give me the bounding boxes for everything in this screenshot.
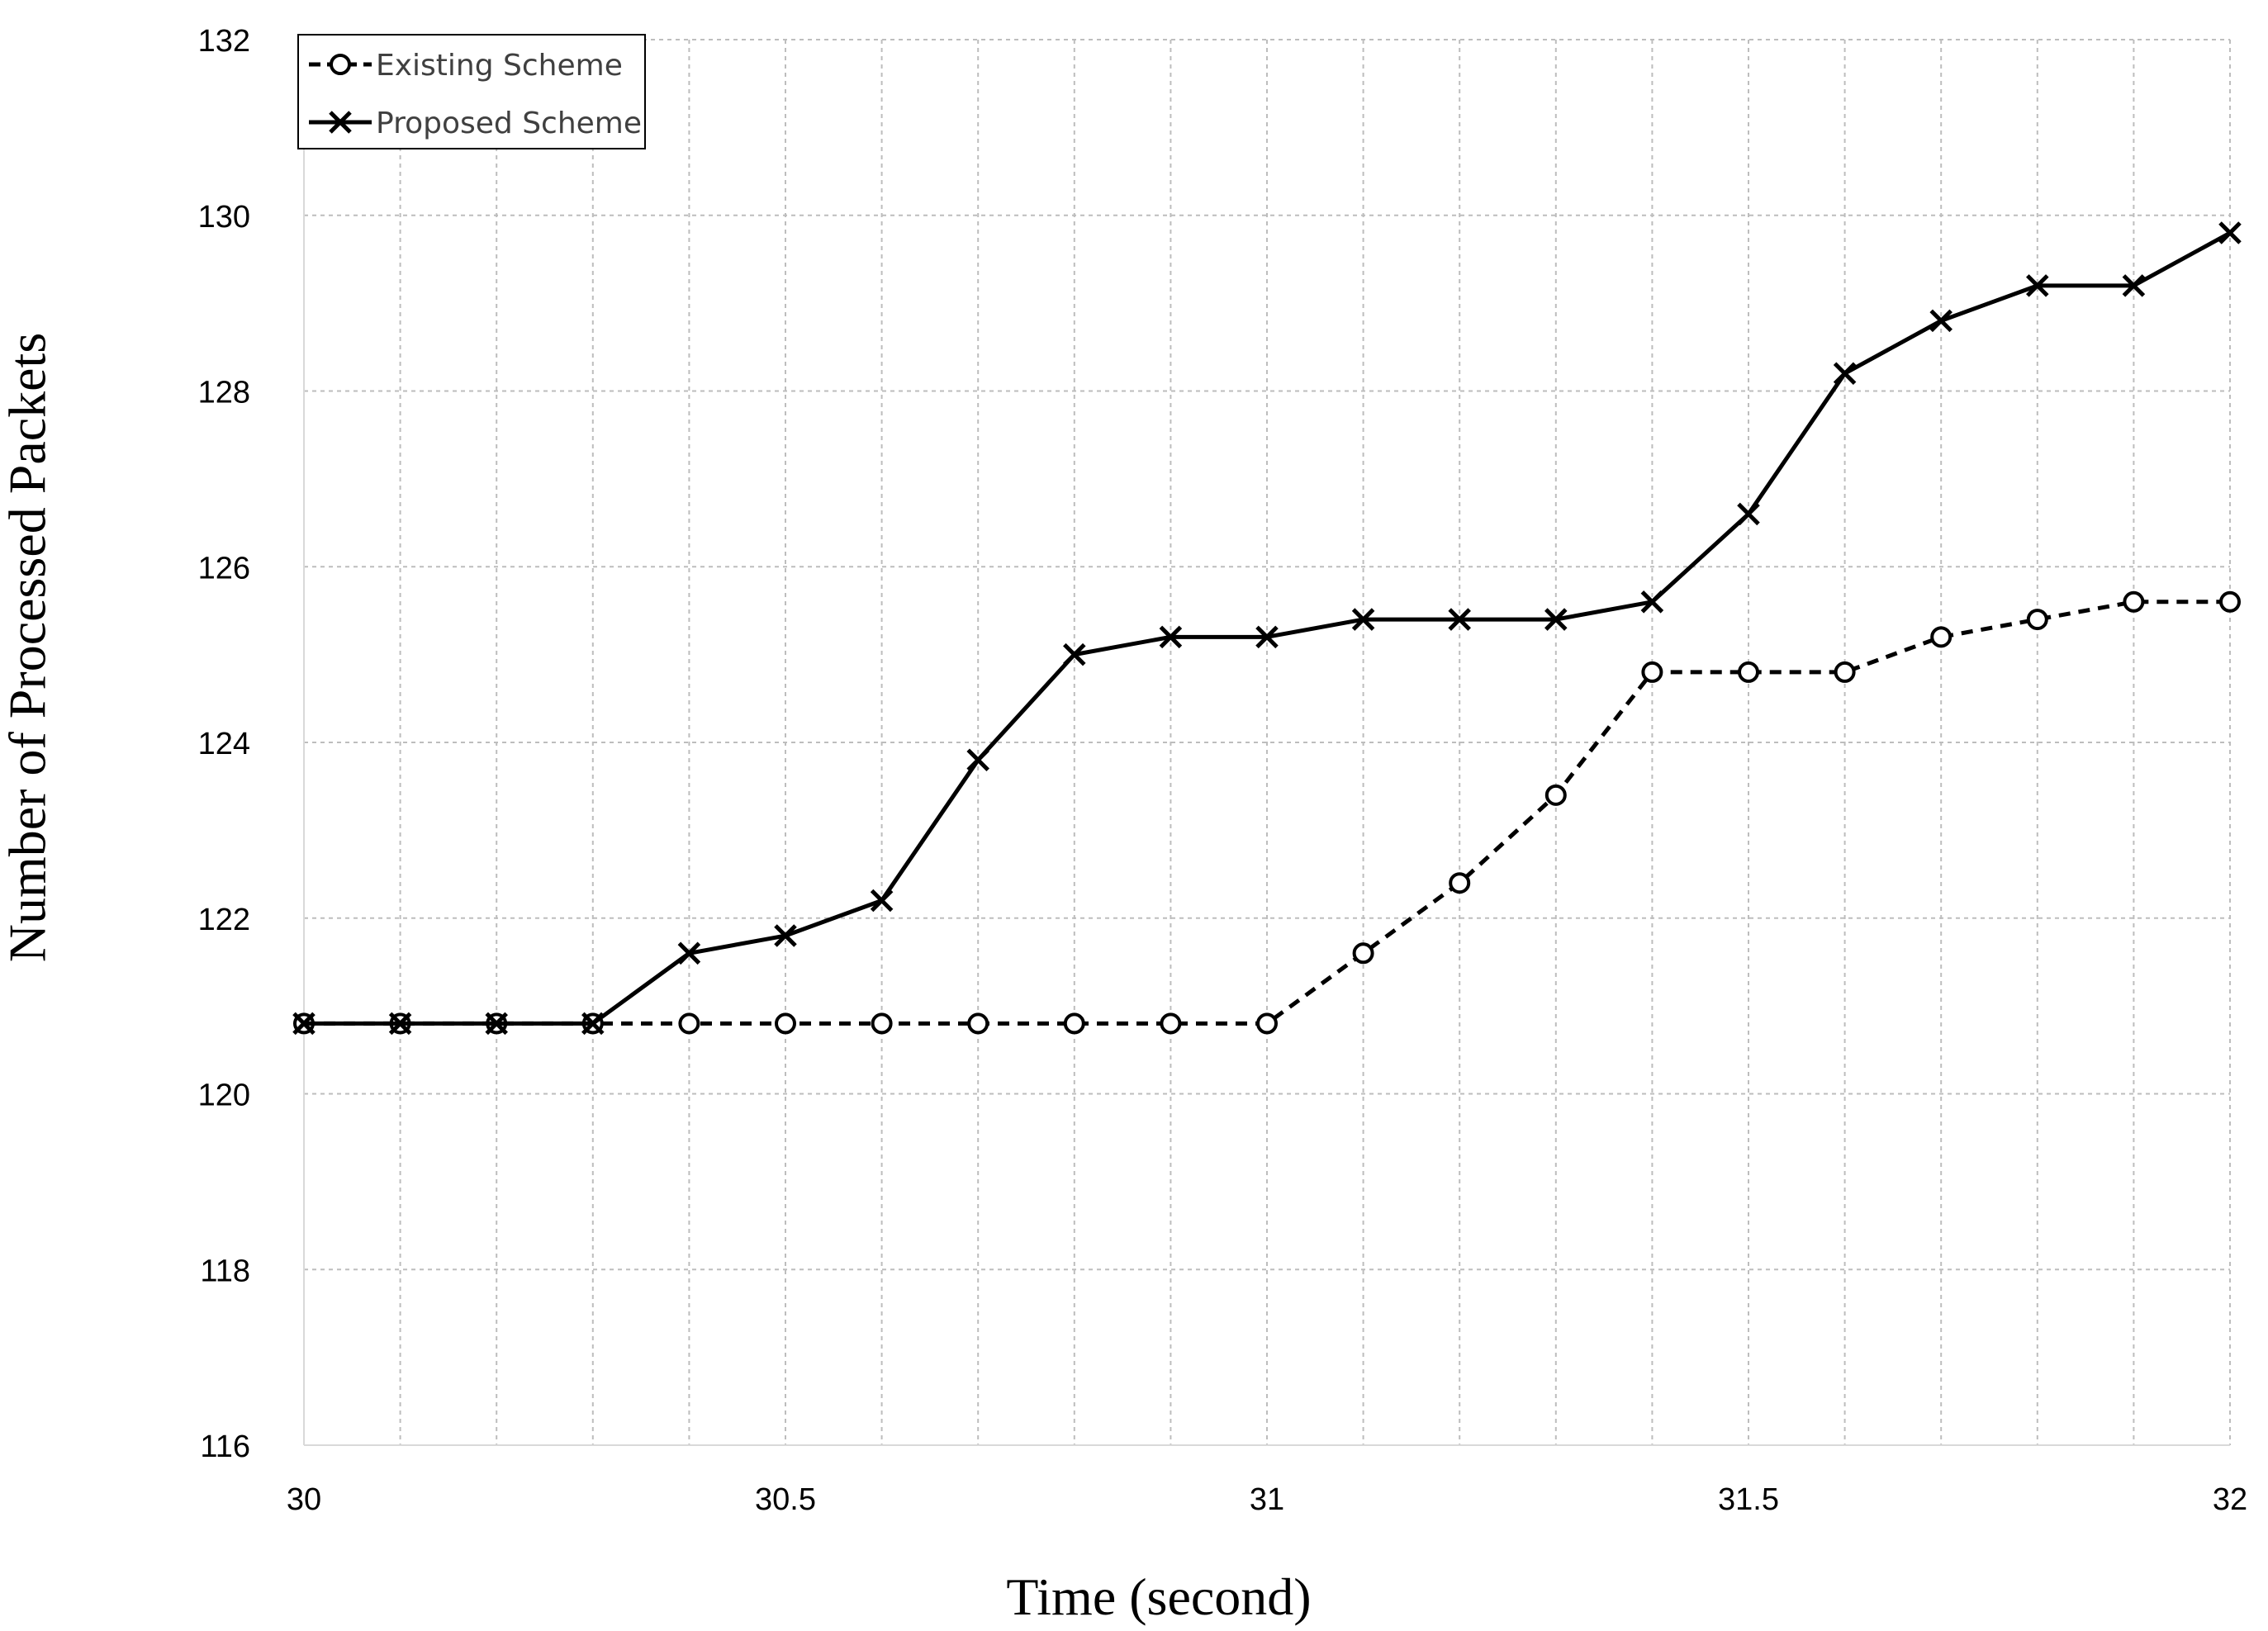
y-tick-label: 124 (198, 727, 250, 761)
x-tick-label: 31 (1250, 1482, 1284, 1517)
x-marker-stroke (1448, 608, 1471, 631)
y-tick-label: 120 (198, 1079, 250, 1113)
x-marker-stroke (388, 1012, 412, 1036)
circle-marker (967, 1012, 989, 1035)
grid (304, 39, 2231, 1445)
x-tick-label: 30.5 (755, 1482, 816, 1517)
x-marker-stroke (329, 111, 352, 134)
x-marker (2122, 274, 2146, 297)
x-marker (1737, 502, 1760, 526)
x-marker (1448, 608, 1471, 631)
x-marker (485, 1012, 508, 1036)
x-marker-stroke (1159, 625, 1183, 649)
axes (303, 40, 2230, 1446)
x-axis-title: Time (second) (1006, 1567, 1311, 1626)
x-marker-stroke (966, 748, 989, 772)
x-marker-stroke (1063, 642, 1086, 666)
legend-box (297, 34, 646, 149)
x-marker-stroke (1640, 590, 1664, 614)
x-marker-stroke (2026, 274, 2049, 297)
circle-marker (1641, 661, 1663, 683)
circle-marker (1160, 1012, 1182, 1035)
x-marker-stroke (1929, 309, 1952, 333)
x-marker (388, 1012, 412, 1036)
x-marker (1351, 608, 1375, 631)
x-marker-stroke (1351, 608, 1375, 631)
x-marker (1929, 309, 1952, 333)
circle-marker (2026, 609, 2048, 631)
legend-label: Proposed Scheme (376, 107, 642, 140)
x-marker (1063, 642, 1086, 666)
x-marker (774, 924, 797, 947)
circle-marker (1834, 661, 1856, 683)
tick-labels: 116 118 120 122 124 126 128 130 132 30 30.5 31 31.5 3… (198, 24, 2248, 1517)
x-marker-stroke (485, 1012, 508, 1036)
x-marker-stroke (1833, 362, 1857, 385)
x-marker (581, 1012, 605, 1036)
y-tick-label: 126 (198, 551, 250, 586)
circle-marker (1256, 1012, 1278, 1035)
y-tick-label: 122 (198, 903, 250, 937)
x-marker (1833, 362, 1857, 385)
x-marker-stroke (1255, 625, 1279, 649)
x-marker (2026, 274, 2049, 297)
x-marker (1544, 608, 1568, 631)
x-marker-stroke (1544, 608, 1568, 631)
legend-item-existing-scheme: Existing Scheme (309, 49, 623, 83)
x-marker (329, 111, 352, 134)
y-tick-label: 130 (198, 200, 250, 235)
circle-marker (1738, 661, 1759, 683)
x-marker-stroke (677, 941, 701, 965)
circle-marker (1930, 626, 1952, 648)
x-marker-stroke (774, 924, 797, 947)
x-marker-stroke (2122, 274, 2146, 297)
legend: Existing Scheme Proposed Scheme (297, 34, 646, 149)
legend-label: Existing Scheme (376, 49, 623, 83)
series-proposed-scheme (292, 221, 2242, 1036)
y-tick-label: 118 (200, 1254, 250, 1288)
x-tick-label: 31.5 (1718, 1482, 1779, 1517)
x-marker (677, 941, 701, 965)
x-marker (1159, 625, 1183, 649)
x-marker (2218, 221, 2242, 244)
series (292, 221, 2242, 1036)
legend-item-proposed-scheme: Proposed Scheme (309, 107, 642, 140)
y-tick-label: 132 (198, 24, 250, 59)
x-marker (1255, 625, 1279, 649)
x-marker-stroke (1737, 502, 1760, 526)
circle-marker (330, 54, 351, 75)
x-marker-stroke (870, 889, 894, 913)
x-marker (870, 889, 894, 913)
x-marker (966, 748, 989, 772)
circle-marker (1063, 1012, 1085, 1035)
circle-marker (871, 1012, 893, 1035)
y-tick-label: 128 (198, 376, 250, 410)
y-tick-label: 116 (200, 1429, 250, 1464)
circle-marker (1544, 784, 1567, 806)
circle-marker (1449, 872, 1471, 894)
circle-marker (2123, 590, 2145, 613)
circle-marker (2219, 590, 2241, 613)
x-marker-stroke (581, 1012, 605, 1036)
x-marker (1640, 590, 1664, 614)
circle-marker (775, 1012, 796, 1035)
x-marker-stroke (292, 1012, 316, 1036)
x-marker (292, 1012, 316, 1036)
circle-marker (678, 1012, 700, 1035)
x-tick-label: 32 (2213, 1482, 2247, 1517)
x-marker-stroke (2218, 221, 2242, 244)
circle-marker (1352, 942, 1374, 965)
y-axis-title: Number of Processed Packets (0, 333, 57, 962)
x-tick-label: 30 (287, 1482, 321, 1517)
